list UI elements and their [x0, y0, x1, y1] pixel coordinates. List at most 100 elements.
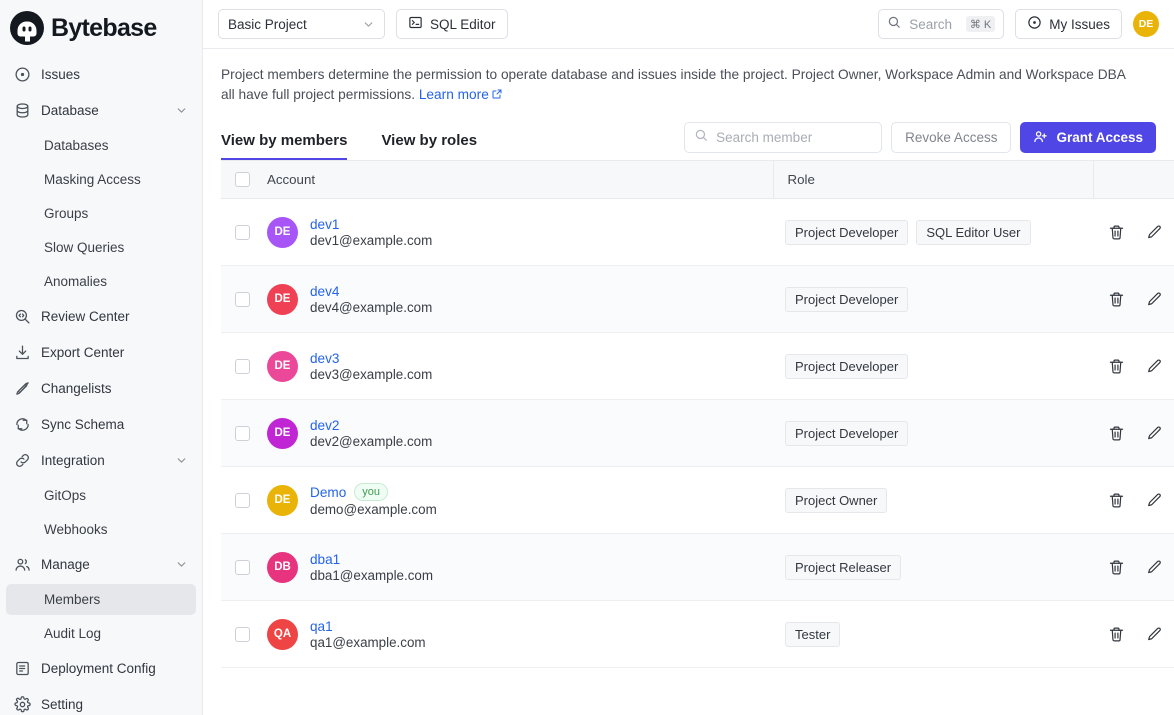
sidebar-item-audit-log[interactable]: Audit Log	[6, 618, 196, 649]
table-row: DB dba1 dba1@example.com Project Releaser	[221, 533, 1174, 601]
table-row: QA qa1 qa1@example.com Tester	[221, 601, 1174, 668]
avatar[interactable]: DE	[1133, 11, 1159, 37]
account-name-link[interactable]: dev4	[310, 283, 340, 299]
trash-icon[interactable]	[1107, 424, 1125, 442]
pencil-icon[interactable]	[1145, 357, 1163, 375]
account-name-link[interactable]: dev1	[310, 216, 340, 232]
role-cell: Project Developer SQL Editor User	[773, 199, 1093, 266]
sidebar-item-setting[interactable]: Setting	[6, 688, 196, 715]
role-badge: Project Developer	[785, 286, 909, 312]
sidebar-item-label: Deployment Config	[41, 660, 156, 676]
select-all-header	[221, 160, 267, 199]
row-checkbox[interactable]	[235, 559, 250, 575]
sidebar-item-review-center[interactable]: Review Center	[6, 300, 196, 332]
account-name-link[interactable]: Demo	[310, 484, 347, 500]
trash-icon[interactable]	[1107, 625, 1125, 643]
brand-name: Bytebase	[51, 13, 157, 42]
project-selector[interactable]: Basic Project	[218, 9, 385, 39]
pencil-icon[interactable]	[1145, 491, 1163, 509]
sidebar-item-label: Groups	[44, 206, 89, 221]
row-checkbox[interactable]	[235, 291, 250, 307]
sidebar-item-deployment-config[interactable]: Deployment Config	[6, 652, 196, 684]
account-name-link[interactable]: dba1	[310, 551, 341, 567]
learn-more-link[interactable]: Learn more	[419, 87, 503, 102]
chevron-down-icon[interactable]	[175, 454, 188, 467]
sidebar-item-sync-schema[interactable]: Sync Schema	[6, 408, 196, 440]
you-badge: you	[354, 483, 389, 501]
row-checkbox[interactable]	[235, 224, 250, 240]
chevron-down-icon[interactable]	[175, 104, 188, 117]
deployment-config-icon	[14, 660, 31, 677]
sql-editor-button[interactable]: SQL Editor	[396, 9, 508, 39]
brand-logo[interactable]: Bytebase	[0, 0, 202, 56]
trash-icon[interactable]	[1107, 290, 1125, 308]
chevron-down-icon	[362, 18, 375, 31]
sidebar-item-anomalies[interactable]: Anomalies	[6, 266, 196, 297]
trash-icon[interactable]	[1107, 223, 1125, 241]
row-select-cell	[221, 534, 267, 601]
row-checkbox[interactable]	[235, 425, 250, 441]
review-center-icon	[14, 308, 31, 325]
row-checkbox[interactable]	[235, 626, 250, 642]
sidebar-item-slow-queries[interactable]: Slow Queries	[6, 232, 196, 263]
export-center-icon	[14, 344, 31, 361]
account-name-link[interactable]: dev2	[310, 417, 340, 433]
pencil-icon[interactable]	[1145, 625, 1163, 643]
pencil-icon[interactable]	[1145, 558, 1163, 576]
account-name-link[interactable]: qa1	[310, 618, 333, 634]
row-select-cell	[221, 266, 267, 333]
trash-icon[interactable]	[1107, 558, 1125, 576]
table-header-row: Account Role	[221, 160, 1174, 199]
avatar: DE	[267, 350, 298, 382]
members-table-wrapper: Account Role DE dev1 dev1@example.com Proje…	[203, 160, 1174, 668]
row-checkbox[interactable]	[235, 492, 250, 508]
member-search-input[interactable]: Search member	[684, 122, 883, 153]
trash-icon[interactable]	[1107, 357, 1125, 375]
sidebar-item-label: Masking Access	[44, 172, 141, 187]
grant-access-button[interactable]: Grant Access	[1020, 122, 1156, 153]
role-badge: Project Developer	[785, 353, 909, 379]
tab-view-by-members[interactable]: View by members	[221, 132, 348, 160]
sidebar-item-databases[interactable]: Databases	[6, 130, 196, 161]
account-name-link[interactable]: dev3	[310, 350, 340, 366]
trash-icon[interactable]	[1107, 491, 1125, 509]
pencil-icon[interactable]	[1145, 223, 1163, 241]
actions-cell	[1093, 601, 1174, 668]
sidebar-item-groups[interactable]: Groups	[6, 198, 196, 229]
sidebar-item-masking-access[interactable]: Masking Access	[6, 164, 196, 195]
pencil-icon[interactable]	[1145, 290, 1163, 308]
project-selector-value: Basic Project	[228, 16, 307, 32]
search-icon	[694, 128, 708, 147]
members-table: Account Role DE dev1 dev1@example.com Proje…	[221, 160, 1174, 668]
sidebar-item-export-center[interactable]: Export Center	[6, 336, 196, 368]
sidebar-item-members[interactable]: Members	[6, 584, 196, 615]
sidebar-item-label: Integration	[41, 452, 105, 468]
tab-view-by-roles[interactable]: View by roles	[381, 132, 478, 149]
sidebar-item-integration[interactable]: Integration	[6, 444, 196, 476]
chevron-down-icon[interactable]	[175, 558, 188, 571]
revoke-access-button[interactable]: Revoke Access	[891, 122, 1012, 153]
role-badge: Project Releaser	[785, 554, 902, 580]
actions-cell	[1093, 199, 1174, 266]
search-shortcut: ⌘ K	[965, 16, 996, 32]
account-email: dev4@example.com	[310, 299, 433, 315]
sidebar-item-manage[interactable]: Manage	[6, 548, 196, 580]
role-cell: Project Releaser	[773, 534, 1093, 601]
column-header-account: Account	[267, 160, 773, 199]
select-all-checkbox[interactable]	[235, 172, 250, 187]
sidebar-item-label: Anomalies	[44, 274, 108, 289]
search-placeholder: Search	[909, 16, 953, 32]
search-input[interactable]: Search ⌘ K	[878, 9, 1005, 39]
pencil-icon[interactable]	[1145, 424, 1163, 442]
sidebar-item-issues[interactable]: Issues	[6, 58, 196, 90]
sidebar-item-database[interactable]: Database	[6, 94, 196, 126]
row-select-cell	[221, 199, 267, 266]
sidebar-item-changelists[interactable]: Changelists	[6, 372, 196, 404]
sidebar-nav: Issues Database Databases Masking Access Gro…	[0, 56, 202, 715]
row-checkbox[interactable]	[235, 358, 250, 374]
sidebar-item-label: Review Center	[41, 308, 130, 324]
sidebar-item-webhooks[interactable]: Webhooks	[6, 514, 196, 545]
my-issues-button[interactable]: My Issues	[1015, 9, 1122, 39]
sidebar-item-gitops[interactable]: GitOps	[6, 480, 196, 511]
